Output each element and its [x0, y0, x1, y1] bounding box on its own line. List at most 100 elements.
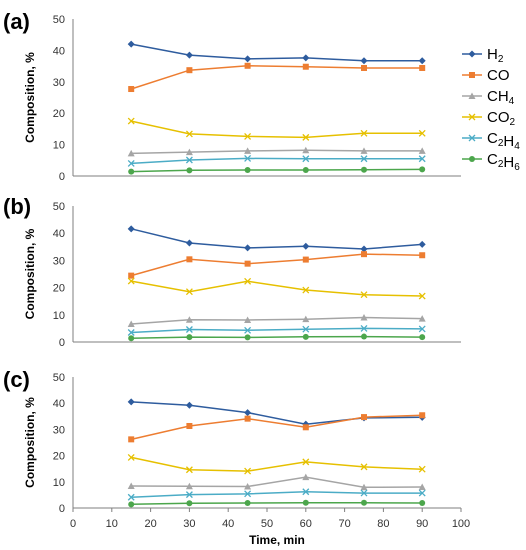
data-point [244, 490, 252, 498]
data-point [128, 86, 135, 93]
data-point [244, 277, 252, 285]
data-point [127, 329, 135, 336]
y-tick-label: 40 [53, 45, 65, 57]
data-point [127, 320, 135, 328]
data-point [302, 315, 310, 323]
y-tick-label: 40 [53, 228, 65, 240]
data-point [302, 54, 310, 62]
series-line [131, 157, 423, 165]
series-line [131, 502, 423, 506]
data-point [127, 398, 135, 406]
data-point [360, 324, 368, 332]
series-CH4 [127, 473, 426, 491]
data-point [302, 242, 310, 250]
data-point [127, 493, 135, 501]
series-line [131, 401, 423, 425]
y-tick-label: 30 [53, 255, 65, 267]
data-point [302, 146, 310, 154]
series-C2H4 [127, 154, 426, 167]
legend-swatch-marker [469, 72, 475, 78]
data-point [418, 155, 426, 163]
data-point [244, 244, 252, 252]
series-C2H4 [127, 324, 426, 336]
data-point [302, 167, 309, 174]
series-line [131, 120, 423, 139]
y-tick-label: 10 [53, 477, 65, 489]
y-tick-label: 20 [53, 283, 65, 295]
data-point [418, 292, 426, 300]
data-point [302, 325, 310, 333]
data-point [244, 260, 251, 267]
panel-label: (c) [3, 367, 30, 392]
data-point [244, 62, 251, 69]
legend-swatch-marker [468, 113, 476, 121]
x-tick-label: 30 [183, 518, 195, 530]
y-tick-label: 30 [53, 424, 65, 436]
data-point [361, 333, 367, 340]
data-point [244, 154, 252, 162]
panel-3: 0 10 20 30 40 50 0 10 20 30 40 50 60 70 80 90 100 (c) Comp… [3, 367, 470, 547]
data-point [186, 67, 193, 74]
data-point [186, 422, 193, 429]
series-line [130, 65, 423, 90]
series-line [131, 491, 423, 499]
legend-label: CO [487, 67, 510, 84]
y-tick-label: 20 [53, 451, 65, 463]
data-point [419, 166, 426, 173]
legend-label: C2H4 [487, 130, 520, 152]
y-tick-label: 30 [53, 77, 65, 89]
data-point [127, 40, 135, 48]
data-point [185, 491, 193, 499]
data-point [302, 473, 310, 481]
data-point [244, 147, 252, 154]
legend-item-C2H6: C2H6 [462, 151, 520, 173]
data-point [302, 256, 309, 263]
data-point [361, 166, 367, 173]
data-point [185, 51, 193, 59]
data-point [186, 256, 193, 263]
legend-label: C2H6 [487, 151, 520, 173]
legend-item-H2: H2 [462, 46, 504, 65]
data-point [244, 483, 252, 490]
legend-swatch-marker [468, 134, 476, 142]
series-line [131, 228, 423, 250]
data-point [186, 167, 193, 174]
data-point [360, 245, 368, 253]
y-tick-label: 10 [53, 310, 65, 322]
data-point [302, 499, 309, 506]
data-point [361, 414, 367, 421]
data-point [128, 436, 135, 443]
data-point [361, 64, 367, 71]
data-point [128, 168, 135, 175]
data-point [186, 500, 193, 507]
data-point [244, 316, 252, 323]
legend-label: CO2 [487, 109, 516, 128]
x-tick-label: 60 [300, 518, 312, 530]
series-line [131, 476, 423, 489]
y-tick-label: 50 [53, 14, 65, 26]
series-CO2 [127, 277, 426, 300]
x-tick-label: 0 [70, 518, 76, 530]
data-point [127, 117, 135, 125]
data-point [185, 466, 193, 474]
data-point [419, 252, 426, 259]
series-line [131, 456, 423, 472]
data-point [127, 277, 135, 285]
x-tick-label: 80 [377, 518, 389, 530]
data-point [302, 155, 310, 163]
legend-item-C2H4: C2H4 [462, 130, 520, 152]
data-point [185, 156, 193, 164]
series-line [131, 316, 423, 325]
y-tick-label: 20 [53, 108, 65, 120]
data-point [418, 325, 426, 333]
series-C2H4 [127, 488, 426, 501]
data-point [244, 326, 252, 334]
y-axis-title: Composition, % [23, 397, 37, 488]
series-line [131, 414, 423, 441]
data-point [360, 57, 368, 65]
data-point [244, 167, 251, 174]
data-point [244, 409, 252, 417]
